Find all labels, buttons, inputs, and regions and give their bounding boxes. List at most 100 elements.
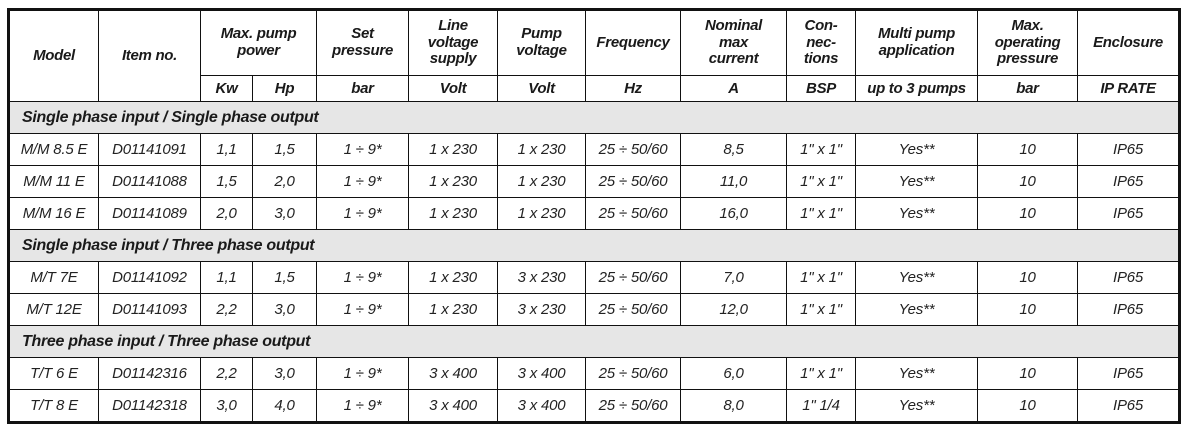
cell-pump-voltage-volt: 1 x 230 [497, 165, 587, 198]
table-row: M/T 12E D01141093 2,2 3,0 1 ÷ 9* 1 x 230 3 x 2… [8, 293, 1181, 326]
cell-model: M/T 12E [8, 293, 99, 326]
cell-max-operating-pressure-bar: 10 [977, 293, 1079, 326]
cell-frequency-hz: 25 ÷ 50/60 [585, 133, 682, 166]
cell-ip-rate: IP65 [1077, 389, 1181, 423]
cell-connections-bsp: 1" x 1" [786, 357, 857, 390]
cell-set-pressure-bar: 1 ÷ 9* [316, 261, 410, 294]
pump-spec-table: Model Item no. Max. pump power Set press… [7, 8, 1182, 424]
cell-frequency-hz: 25 ÷ 50/60 [585, 293, 682, 326]
cell-max-operating-pressure-bar: 10 [977, 261, 1079, 294]
cell-kw: 2,2 [200, 357, 253, 390]
cell-line-voltage-volt: 3 x 400 [408, 357, 499, 390]
cell-model: M/M 8.5 E [8, 133, 99, 166]
col-header-item-no: Item no. [98, 9, 201, 102]
table-row: M/M 11 E D01141088 1,5 2,0 1 ÷ 9* 1 x 230 1 x … [8, 165, 1181, 198]
cell-multi-pump: Yes** [855, 293, 979, 326]
cell-nominal-current-a: 11,0 [680, 165, 788, 198]
cell-hp: 3,0 [251, 197, 318, 230]
cell-nominal-current-a: 12,0 [680, 293, 788, 326]
cell-multi-pump: Yes** [855, 389, 979, 423]
cell-multi-pump: Yes** [855, 261, 979, 294]
cell-kw: 1,1 [200, 261, 253, 294]
cell-model: M/M 16 E [8, 197, 99, 230]
col-header-model: Model [8, 9, 99, 102]
cell-nominal-current-a: 8,0 [680, 389, 788, 423]
col-header-enclosure: Enclosure [1077, 9, 1181, 76]
cell-hp: 1,5 [251, 261, 318, 294]
cell-ip-rate: IP65 [1077, 165, 1181, 198]
col-header-frequency: Frequency [585, 9, 682, 76]
cell-model: T/T 8 E [8, 389, 99, 423]
cell-ip-rate: IP65 [1077, 293, 1181, 326]
table-header: Model Item no. Max. pump power Set press… [8, 9, 1181, 102]
unit-header-current-a: A [680, 75, 788, 102]
col-header-max-operating-pressure: Max. operating pressure [977, 9, 1079, 76]
cell-connections-bsp: 1" x 1" [786, 197, 857, 230]
section-row: Three phase input / Three phase output [7, 325, 1181, 358]
cell-set-pressure-bar: 1 ÷ 9* [316, 389, 410, 423]
col-header-multi-pump-application: Multi pump application [855, 9, 979, 76]
cell-set-pressure-bar: 1 ÷ 9* [316, 197, 410, 230]
cell-line-voltage-volt: 1 x 230 [408, 133, 499, 166]
cell-hp: 2,0 [251, 165, 318, 198]
col-header-nominal-max-current: Nominal max current [680, 9, 788, 76]
table-body: Single phase input / Single phase output… [7, 101, 1181, 423]
cell-connections-bsp: 1" x 1" [786, 133, 857, 166]
col-header-connections: Con- nec- tions [786, 9, 857, 76]
cell-pump-voltage-volt: 3 x 400 [497, 389, 587, 423]
unit-header-max-operating-bar: bar [977, 75, 1079, 102]
cell-max-operating-pressure-bar: 10 [977, 133, 1079, 166]
section-row: Single phase input / Three phase output [7, 229, 1181, 262]
cell-frequency-hz: 25 ÷ 50/60 [585, 357, 682, 390]
cell-max-operating-pressure-bar: 10 [977, 165, 1079, 198]
cell-ip-rate: IP65 [1077, 357, 1181, 390]
cell-multi-pump: Yes** [855, 357, 979, 390]
cell-connections-bsp: 1" x 1" [786, 293, 857, 326]
cell-line-voltage-volt: 1 x 230 [408, 197, 499, 230]
cell-max-operating-pressure-bar: 10 [977, 357, 1079, 390]
cell-max-operating-pressure-bar: 10 [977, 389, 1079, 423]
cell-set-pressure-bar: 1 ÷ 9* [316, 165, 410, 198]
unit-header-ip-rate: IP RATE [1077, 75, 1181, 102]
cell-kw: 1,5 [200, 165, 253, 198]
cell-frequency-hz: 25 ÷ 50/60 [585, 261, 682, 294]
cell-kw: 1,1 [200, 133, 253, 166]
unit-header-frequency-hz: Hz [585, 75, 682, 102]
cell-nominal-current-a: 8,5 [680, 133, 788, 166]
cell-line-voltage-volt: 1 x 230 [408, 293, 499, 326]
cell-connections-bsp: 1" 1/4 [786, 389, 857, 423]
cell-pump-voltage-volt: 1 x 230 [497, 133, 587, 166]
col-header-line-voltage-supply: Line voltage supply [408, 9, 499, 76]
table-row: M/T 7E D01141092 1,1 1,5 1 ÷ 9* 1 x 230 3 x 23… [8, 261, 1181, 294]
table-row: M/M 8.5 E D01141091 1,1 1,5 1 ÷ 9* 1 x 230 1 x… [8, 133, 1181, 166]
cell-ip-rate: IP65 [1077, 197, 1181, 230]
cell-model: M/T 7E [8, 261, 99, 294]
cell-item-no: D01141093 [98, 293, 201, 326]
cell-line-voltage-volt: 3 x 400 [408, 389, 499, 423]
cell-pump-voltage-volt: 1 x 230 [497, 197, 587, 230]
cell-nominal-current-a: 7,0 [680, 261, 788, 294]
cell-set-pressure-bar: 1 ÷ 9* [316, 357, 410, 390]
cell-multi-pump: Yes** [855, 165, 979, 198]
unit-header-set-pressure-bar: bar [316, 75, 410, 102]
table-row: M/M 16 E D01141089 2,0 3,0 1 ÷ 9* 1 x 230 1 x … [8, 197, 1181, 230]
unit-header-hp: Hp [251, 75, 318, 102]
cell-nominal-current-a: 6,0 [680, 357, 788, 390]
cell-item-no: D01142316 [98, 357, 201, 390]
cell-ip-rate: IP65 [1077, 261, 1181, 294]
cell-frequency-hz: 25 ÷ 50/60 [585, 197, 682, 230]
cell-kw: 2,2 [200, 293, 253, 326]
cell-set-pressure-bar: 1 ÷ 9* [316, 293, 410, 326]
cell-max-operating-pressure-bar: 10 [977, 197, 1079, 230]
unit-header-line-voltage-volt: Volt [408, 75, 499, 102]
cell-nominal-current-a: 16,0 [680, 197, 788, 230]
cell-pump-voltage-volt: 3 x 230 [497, 261, 587, 294]
cell-item-no: D01141091 [98, 133, 201, 166]
cell-hp: 1,5 [251, 133, 318, 166]
cell-pump-voltage-volt: 3 x 230 [497, 293, 587, 326]
cell-frequency-hz: 25 ÷ 50/60 [585, 165, 682, 198]
cell-item-no: D01141088 [98, 165, 201, 198]
table-row: T/T 6 E D01142316 2,2 3,0 1 ÷ 9* 3 x 400 3 x 4… [8, 357, 1181, 390]
section-title: Single phase input / Single phase output [7, 101, 1181, 134]
col-header-max-pump-power: Max. pump power [199, 9, 318, 76]
